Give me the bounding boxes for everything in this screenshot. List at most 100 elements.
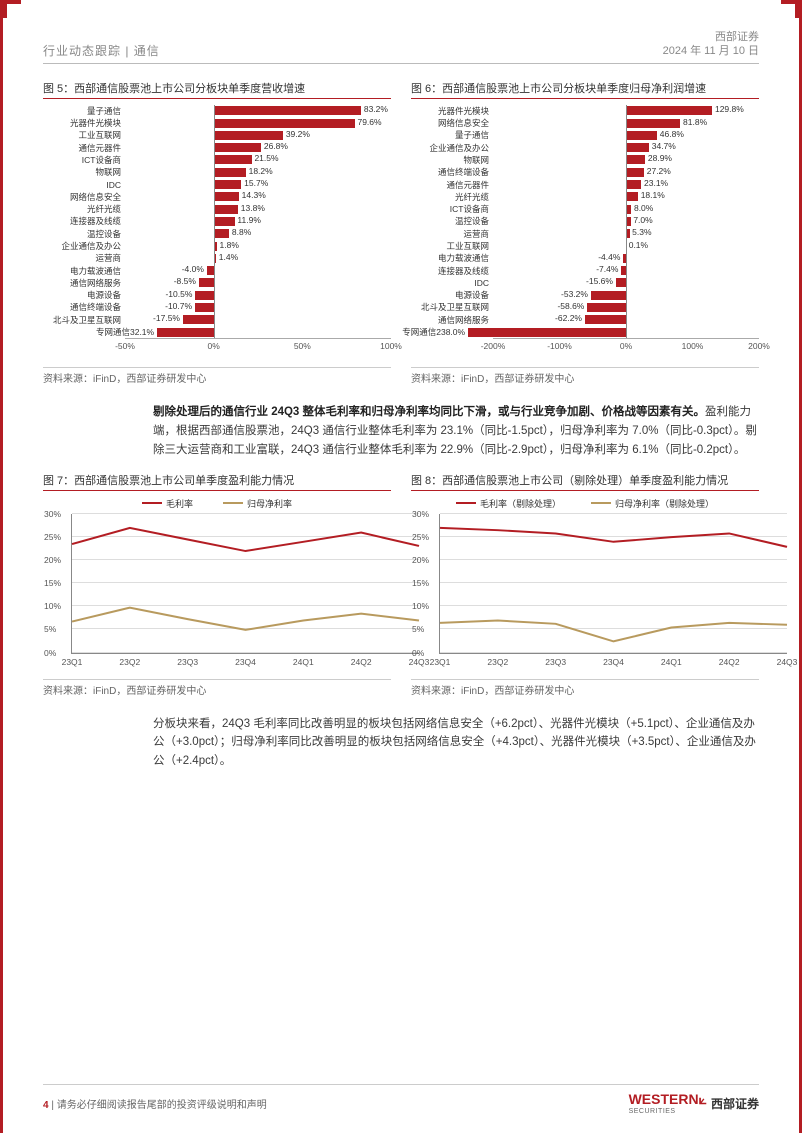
hbar-row: 光纤光缆 13.8%	[43, 203, 391, 215]
hbar-value: 83.2%	[364, 104, 388, 114]
hbar-row: 物联网 28.9%	[411, 154, 759, 166]
hbar-value: -10.5%	[165, 289, 192, 299]
hbar-bar	[214, 180, 242, 189]
hbar-row: 北斗及卫星互联网 -17.5%	[43, 314, 391, 326]
chart-7-plot: 毛利率归母净利率 0%5%10%15%20%25%30%23Q123Q223Q3…	[43, 497, 391, 677]
hbar-track: 28.9%	[493, 155, 759, 164]
hbar-row: 温控设备 8.8%	[43, 228, 391, 240]
hbar-bar	[616, 278, 626, 287]
hbar-value: 81.8%	[683, 117, 707, 127]
hbar-bar	[468, 328, 626, 337]
hbar-category: 物联网	[411, 154, 493, 166]
hbar-row: 电源设备 -53.2%	[411, 289, 759, 301]
hbar-track: 81.8%	[493, 119, 759, 128]
hbar-row: 网络信息安全 14.3%	[43, 191, 391, 203]
hbar-bar	[626, 168, 644, 177]
hbar-bar	[626, 119, 680, 128]
corner-decoration	[781, 0, 799, 18]
line-ytick: 15%	[412, 578, 429, 588]
paragraph-2: 分板块来看，24Q3 毛利率同比改善明显的板块包括网络信息安全（+6.2pct）…	[153, 715, 759, 772]
hbar-category: 电源设备	[43, 289, 125, 301]
paragraph-1-bold: 剔除处理后的通信行业 24Q3 整体毛利率和归母净利率均同比下滑，或与行业竞争加…	[153, 406, 705, 418]
hbar-bar	[207, 266, 214, 275]
charts-row-2: 图 7：西部通信股票池上市公司单季度盈利能力情况 毛利率归母净利率 0%5%10…	[43, 472, 759, 697]
hbar-bar	[214, 143, 262, 152]
legend-item: 毛利率	[142, 497, 193, 510]
hbar-category: 运营商	[411, 228, 493, 240]
hbar-value: 79.6%	[357, 117, 381, 127]
hbar-value: -17.5%	[153, 313, 180, 323]
hbar-axis: -200%-100%0%100%200%	[493, 338, 759, 354]
hbar-category: 通信终端设备	[43, 301, 125, 313]
legend-label: 毛利率（剔除处理）	[480, 497, 561, 510]
legend-swatch	[591, 502, 611, 504]
hbar-value: 8.0%	[634, 203, 653, 213]
hbar-bar	[214, 131, 284, 140]
hbar-value: 26.8%	[264, 141, 288, 151]
line-ytick: 25%	[412, 532, 429, 542]
line-xtick: 23Q2	[119, 657, 140, 667]
hbar-bar	[183, 315, 214, 324]
hbar-track: 129.8%	[493, 106, 759, 115]
hbar-category: 光纤光缆	[411, 191, 493, 203]
hbar-value: 15.7%	[244, 178, 268, 188]
line-legend: 毛利率（剔除处理） 归母净利率（剔除处理）	[411, 497, 759, 510]
hbar-row: ICT设备商 21.5%	[43, 154, 391, 166]
hbar-value: -8.5%	[174, 276, 196, 286]
hbar-xtick: -50%	[115, 341, 135, 351]
hbar-value: 1.8%	[220, 240, 239, 250]
line-xtick: 24Q2	[719, 657, 740, 667]
hbar-track: 5.3%	[493, 229, 759, 238]
hbar-row: 运营商 1.4%	[43, 252, 391, 264]
hbar-row: 专网通信32.1%	[43, 326, 391, 338]
hbar-row: 专网通信238.0%	[411, 326, 759, 338]
hbar-value: -62.2%	[555, 313, 582, 323]
hbar-value: -10.7%	[165, 301, 192, 311]
legend-swatch	[456, 502, 476, 504]
hbar-row: 电力载波通信 -4.4%	[411, 252, 759, 264]
line-ytick: 30%	[44, 509, 61, 519]
hbar-value: 8.8%	[232, 227, 251, 237]
hbar-axis: -50%0%50%100%	[125, 338, 391, 354]
hbar-bar	[626, 106, 712, 115]
line-ytick: 20%	[44, 555, 61, 565]
line-ytick: 5%	[412, 624, 424, 634]
hbar-row: 光纤光缆 18.1%	[411, 191, 759, 203]
hbar-track: 专网通信238.0%	[493, 328, 759, 337]
hbar-category: 通信元器件	[411, 179, 493, 191]
hbar-category: 温控设备	[43, 228, 125, 240]
hbar-value: 专网通信32.1%	[96, 326, 154, 338]
hbar-category: 电源设备	[411, 289, 493, 301]
hbar-bar	[195, 291, 214, 300]
hbar-track: 14.3%	[125, 192, 391, 201]
footer-left: 4 | 请务必仔细阅读报告尾部的投资评级说明和声明	[43, 1096, 267, 1111]
hbar-track: -53.2%	[493, 291, 759, 300]
hbar-row: 通信终端设备 27.2%	[411, 166, 759, 178]
line-xtick: 24Q1	[661, 657, 682, 667]
chart-5: 图 5：西部通信股票池上市公司分板块单季度营收增速 量子通信 83.2% 光器件…	[43, 80, 391, 385]
hbar-bar	[626, 155, 645, 164]
chart-6: 图 6：西部通信股票池上市公司分板块单季度归母净利润增速 光器件光模块 129.…	[411, 80, 759, 385]
hbar-category: 电力载波通信	[43, 265, 125, 277]
line-ytick: 30%	[412, 509, 429, 519]
line-series	[440, 620, 787, 641]
hbar-category: 光纤光缆	[43, 203, 125, 215]
hbar-value: 46.8%	[660, 129, 684, 139]
chart-8-title: 图 8：西部通信股票池上市公司（剔除处理）单季度盈利能力情况	[411, 472, 759, 491]
hbar-value: -53.2%	[561, 289, 588, 299]
hbar-row: 温控设备 7.0%	[411, 215, 759, 227]
hbar-bar	[623, 254, 626, 263]
hbar-track: -62.2%	[493, 315, 759, 324]
hbar-track: 7.0%	[493, 217, 759, 226]
hbar-row: 光器件光模块 129.8%	[411, 105, 759, 117]
hbar-bar	[214, 168, 246, 177]
hbar-row: 电力载波通信 -4.0%	[43, 264, 391, 276]
legend-label: 归母净利率（剔除处理）	[615, 497, 714, 510]
hbar-bar	[626, 131, 657, 140]
hbar-category: 量子通信	[43, 105, 125, 117]
hbar-category: IDC	[43, 180, 125, 190]
chart-7-title: 图 7：西部通信股票池上市公司单季度盈利能力情况	[43, 472, 391, 491]
line-ytick: 20%	[412, 555, 429, 565]
hbar-value: 27.2%	[647, 166, 671, 176]
hbar-track: 8.0%	[493, 205, 759, 214]
